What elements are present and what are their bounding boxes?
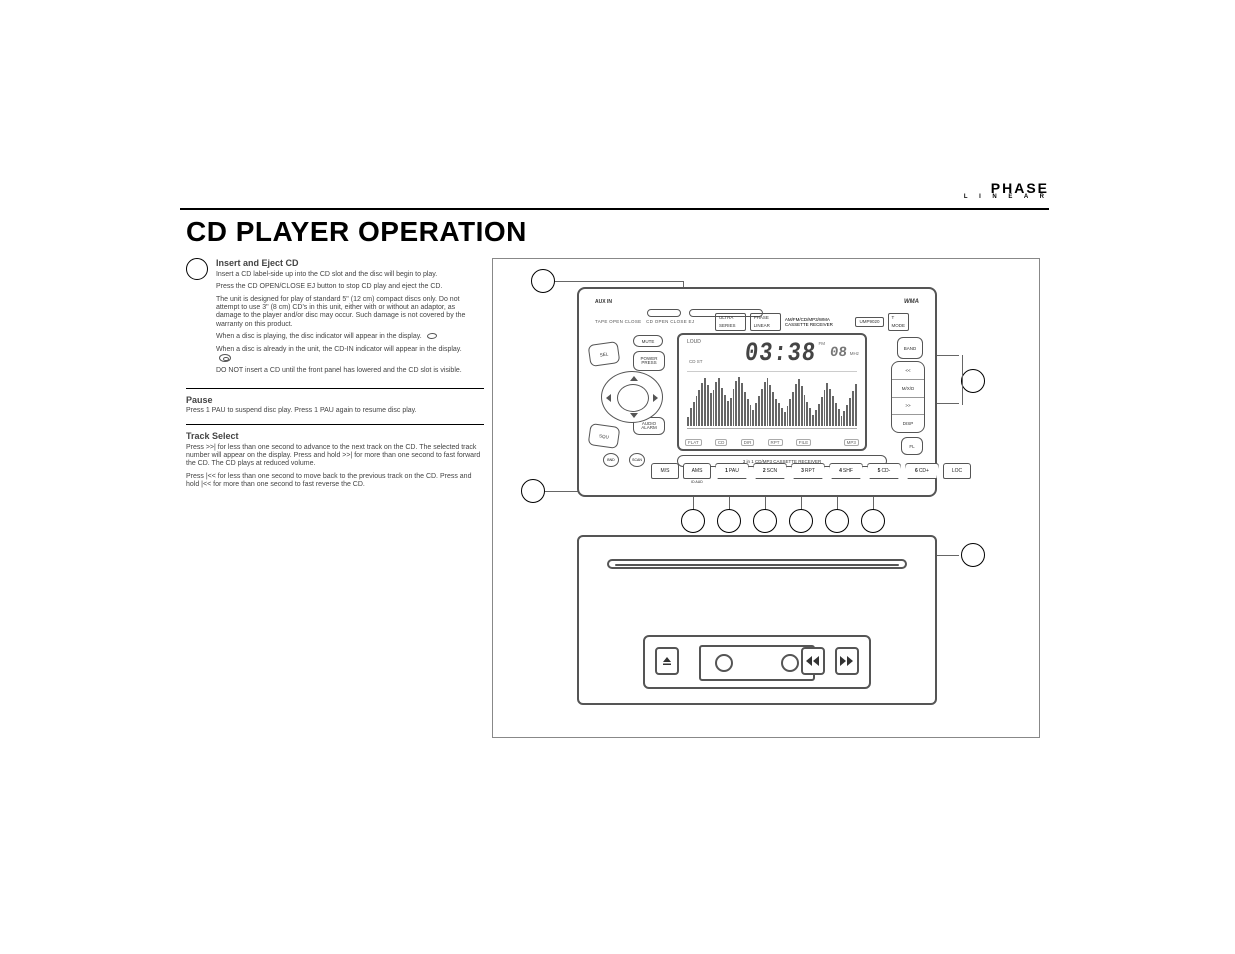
figure-frame: AUX IN WMA TAPE OPEN CLOSE CD OPEN CLOSE…: [492, 258, 1040, 738]
squ-button[interactable]: SQU: [588, 423, 621, 449]
tape-open-button[interactable]: [647, 309, 681, 317]
sec3-p1: Press >>| for less than one second to ad…: [186, 444, 484, 469]
lcd-cd-icons: CD ST: [689, 359, 703, 364]
cd-slot[interactable]: [607, 559, 907, 569]
cd-in-icon: [219, 354, 231, 362]
cc-b5: [825, 509, 849, 533]
banner-title: AM/FM/CD/MP3/WMA CASSETTE RECEIVER: [785, 317, 852, 327]
nav-up-icon: [630, 376, 638, 381]
sec1-p4: When a disc is playing, the disc indicat…: [216, 333, 478, 341]
title-rule: [180, 208, 1049, 210]
cc-b6: [861, 509, 885, 533]
brand-small-pill: PHASE LINEAR: [750, 313, 781, 331]
cc-b1: [681, 509, 705, 533]
sec2-heading: Pause: [186, 395, 484, 406]
loc-button[interactable]: LOC: [943, 463, 971, 479]
callout-right: [961, 369, 985, 393]
tmode-pill: T MODE: [888, 313, 910, 331]
sec1-p3: The unit is designed for play of standar…: [216, 296, 478, 330]
mixed-button[interactable]: M/X/D: [892, 380, 924, 398]
callout-line-r2b: [962, 381, 963, 405]
preset-3-rpt[interactable]: 3RPT: [791, 463, 825, 479]
prev-track-button[interactable]: <<: [892, 362, 924, 380]
preset-2-scn[interactable]: 2SCN: [753, 463, 787, 479]
lcd-time: 03:38: [743, 339, 817, 369]
sec1-p6: DO NOT insert a CD until the front panel…: [216, 367, 478, 375]
preset-6-cdplus[interactable]: 6CD+: [905, 463, 939, 479]
aux-label: AUX IN: [595, 299, 612, 305]
scan-button[interactable]: SCAN: [629, 453, 645, 467]
page-title: CD PLAYER OPERATION: [186, 216, 527, 248]
sec3-p2: Press |<< for less than one second to mo…: [186, 473, 484, 490]
series-pill: ULTRA SERIES: [715, 313, 746, 331]
sec1-p5: When a disc is already in the unit, the …: [216, 346, 478, 364]
band-button[interactable]: BAND: [897, 337, 923, 359]
callout-slot: [961, 543, 985, 567]
cassette-icon: [699, 645, 815, 681]
lcd-display: LOUD CD ST 03:38 FM 08 MHz FLATCDDIRRPTF…: [677, 333, 867, 451]
callout-midleft: [521, 479, 545, 503]
sec3-heading: Track Select: [186, 431, 484, 442]
power-button[interactable]: POWER PRESS: [633, 351, 665, 371]
sec1-p1: Insert a CD label-side up into the CD sl…: [216, 271, 478, 279]
sec1-p2: Press the CD OPEN/CLOSE EJ button to sto…: [216, 283, 478, 291]
cc-b3: [753, 509, 777, 533]
ms-button[interactable]: M/S: [651, 463, 679, 479]
idaud-label: ID AUD: [691, 480, 703, 484]
preset-1-pau[interactable]: 1PAU: [715, 463, 749, 479]
preset-5-cdminus[interactable]: 5CD-: [867, 463, 901, 479]
section-rule-1: [186, 388, 484, 389]
disp-button[interactable]: DISP: [892, 415, 924, 432]
lcd-channel: 08: [829, 345, 847, 361]
callout-line-r1b: [962, 355, 963, 383]
tape-open-label: TAPE OPEN CLOSE: [595, 319, 641, 324]
cd-open-label: CD OPEN CLOSE EJ: [646, 319, 694, 324]
disc-icon: [426, 333, 437, 339]
lcd-loud: LOUD: [687, 339, 701, 345]
sec2-p1: Press 1 PAU to suspend disc play. Press …: [186, 407, 484, 415]
lcd-spectrum: [687, 371, 857, 429]
brand-logo: PHASE L I N E A R: [964, 182, 1049, 200]
section-rule-2: [186, 424, 484, 425]
nav-down-icon: [630, 413, 638, 418]
lcd-fm: FM: [819, 341, 826, 346]
mute-button[interactable]: MUTE: [633, 335, 663, 347]
preset-4-shf[interactable]: 4SHF: [829, 463, 863, 479]
bnd-button[interactable]: BND: [603, 453, 619, 467]
fl-button[interactable]: FL: [901, 437, 923, 455]
bottom-button-strip: M/S AMS ID AUD 1PAU 2SCN 3RPT 4SHF 5CD- …: [651, 461, 919, 481]
sec1-heading: Insert and Eject CD: [216, 258, 478, 269]
callout-line-1: [555, 281, 683, 282]
head-unit: AUX IN WMA TAPE OPEN CLOSE CD OPEN CLOSE…: [577, 287, 937, 497]
eject-icon: [661, 655, 673, 667]
next-track-button[interactable]: >>: [892, 398, 924, 416]
rewind-button[interactable]: [801, 647, 825, 675]
callout-marker-text: [186, 258, 208, 280]
ff-icon: [840, 656, 854, 666]
lower-deck: [577, 535, 937, 705]
callout-topleft: [531, 269, 555, 293]
rewind-icon: [806, 656, 820, 666]
cc-b4: [789, 509, 813, 533]
nav-right-icon: [653, 394, 658, 402]
lcd-mhz: MHz: [850, 351, 859, 356]
nav-left-icon: [606, 394, 611, 402]
cc-b2: [717, 509, 741, 533]
sel-button[interactable]: SEL: [588, 341, 621, 367]
model-pill: UMP9020: [855, 317, 883, 327]
brand-sub: L I N E A R: [964, 195, 1049, 200]
cassette-well: [643, 635, 871, 689]
nav-wheel[interactable]: [601, 371, 663, 423]
right-nav-group: << M/X/D >> DISP: [891, 361, 925, 433]
lcd-footer: FLATCDDIRRPTFILEMP3: [685, 439, 859, 446]
fast-forward-button[interactable]: [835, 647, 859, 675]
left-column: Insert and Eject CD Insert a CD label-si…: [186, 258, 484, 493]
ams-button[interactable]: AMS ID AUD: [683, 463, 711, 479]
wma-logo: WMA: [904, 299, 919, 305]
eject-button[interactable]: [655, 647, 679, 675]
